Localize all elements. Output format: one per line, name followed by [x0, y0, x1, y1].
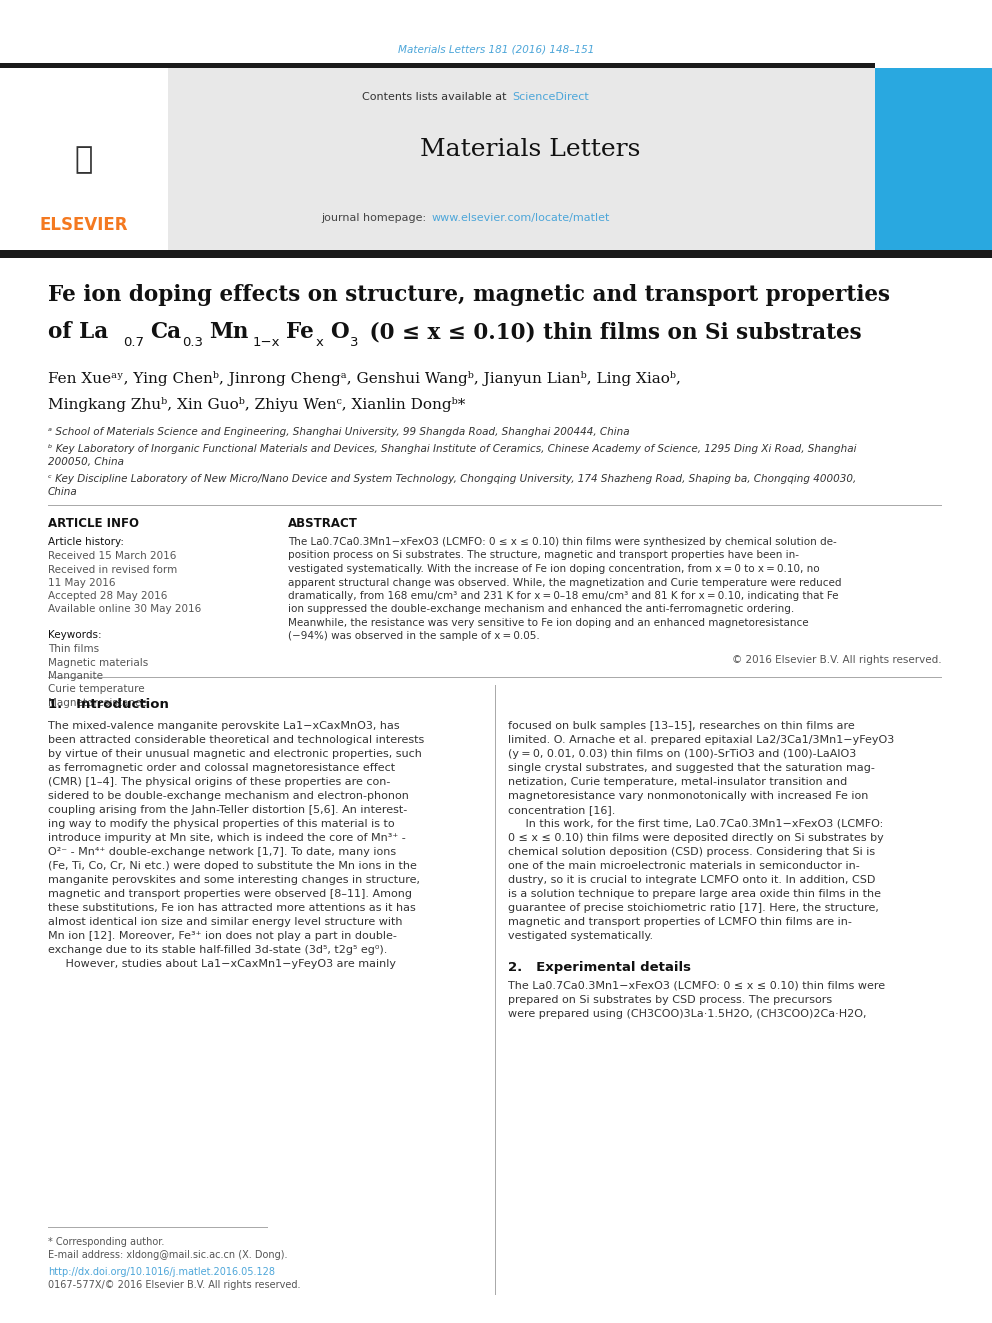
Text: as ferromagnetic order and colossal magnetoresistance effect: as ferromagnetic order and colossal magn… — [48, 763, 395, 773]
Text: 200050, China: 200050, China — [48, 456, 124, 467]
Text: manganite perovskites and some interesting changes in structure,: manganite perovskites and some interesti… — [48, 875, 420, 885]
Text: ion suppressed the double-exchange mechanism and enhanced the anti-ferromagnetic: ion suppressed the double-exchange mecha… — [288, 605, 795, 614]
Text: 0.7: 0.7 — [123, 336, 144, 349]
Text: Curie temperature: Curie temperature — [48, 684, 145, 695]
Text: is a solution technique to prepare large area oxide thin films in the: is a solution technique to prepare large… — [508, 889, 881, 900]
Text: concentration [16].: concentration [16]. — [508, 804, 615, 815]
Text: (Fe, Ti, Co, Cr, Ni etc.) were doped to substitute the Mn ions in the: (Fe, Ti, Co, Cr, Ni etc.) were doped to … — [48, 861, 417, 871]
Text: exchange due to its stable half-filled 3d-state (3d⁵, t2g⁵ eg⁰).: exchange due to its stable half-filled 3… — [48, 945, 387, 955]
Text: ᵇ Key Laboratory of Inorganic Functional Materials and Devices, Shanghai Institu: ᵇ Key Laboratory of Inorganic Functional… — [48, 445, 856, 454]
Text: focused on bulk samples [13–15], researches on thin films are: focused on bulk samples [13–15], researc… — [508, 721, 855, 732]
Text: Received 15 March 2016: Received 15 March 2016 — [48, 550, 177, 561]
Text: Available online 30 May 2016: Available online 30 May 2016 — [48, 605, 201, 614]
Text: magnetic and transport properties were observed [8–11]. Among: magnetic and transport properties were o… — [48, 889, 412, 900]
Text: apparent structural change was observed. While, the magnetization and Curie temp: apparent structural change was observed.… — [288, 578, 841, 587]
Text: Fe: Fe — [286, 321, 313, 343]
Text: sidered to be double-exchange mechanism and electron-phonon: sidered to be double-exchange mechanism … — [48, 791, 409, 800]
Text: dustry, so it is crucial to integrate LCMFO onto it. In addition, CSD: dustry, so it is crucial to integrate LC… — [508, 875, 875, 885]
Bar — [0, 250, 992, 258]
Text: ARTICLE INFO: ARTICLE INFO — [48, 517, 139, 531]
Text: 0167-577X/© 2016 Elsevier B.V. All rights reserved.: 0167-577X/© 2016 Elsevier B.V. All right… — [48, 1279, 301, 1290]
Text: Materials Letters 181 (2016) 148–151: Materials Letters 181 (2016) 148–151 — [398, 45, 594, 56]
Text: one of the main microelectronic materials in semiconductor in-: one of the main microelectronic material… — [508, 861, 860, 871]
Text: www.elsevier.com/locate/matlet: www.elsevier.com/locate/matlet — [432, 213, 610, 224]
Text: Fe ion doping effects on structure, magnetic and transport properties: Fe ion doping effects on structure, magn… — [48, 284, 890, 306]
Text: ScienceDirect: ScienceDirect — [512, 93, 588, 102]
Bar — [0, 62, 875, 67]
Text: * Corresponding author.: * Corresponding author. — [48, 1237, 165, 1248]
Text: coupling arising from the Jahn-Teller distortion [5,6]. An interest-: coupling arising from the Jahn-Teller di… — [48, 804, 408, 815]
Text: Materials Letters: Materials Letters — [420, 139, 640, 161]
Text: prepared on Si substrates by CSD process. The precursors: prepared on Si substrates by CSD process… — [508, 995, 832, 1005]
Text: limited. O. Arnache et al. prepared epitaxial La2/3Ca1/3Mn1−yFeyO3: limited. O. Arnache et al. prepared epit… — [508, 736, 894, 745]
Text: been attracted considerable theoretical and technological interests: been attracted considerable theoretical … — [48, 736, 425, 745]
Text: 0 ≤ x ≤ 0.10) thin films were deposited directly on Si substrates by: 0 ≤ x ≤ 0.10) thin films were deposited … — [508, 833, 884, 843]
Text: these substitutions, Fe ion has attracted more attentions as it has: these substitutions, Fe ion has attracte… — [48, 904, 416, 913]
Text: Fen Xueᵃʸ, Ying Chenᵇ, Jinrong Chengᵃ, Genshui Wangᵇ, Jianyun Lianᵇ, Ling Xiaoᵇ,: Fen Xueᵃʸ, Ying Chenᵇ, Jinrong Chengᵃ, G… — [48, 370, 681, 385]
Text: © 2016 Elsevier B.V. All rights reserved.: © 2016 Elsevier B.V. All rights reserved… — [732, 655, 942, 665]
Text: 3: 3 — [350, 336, 358, 349]
Text: ing way to modify the physical properties of this material is to: ing way to modify the physical propertie… — [48, 819, 395, 830]
Text: Mn ion [12]. Moreover, Fe³⁺ ion does not play a part in double-: Mn ion [12]. Moreover, Fe³⁺ ion does not… — [48, 931, 397, 941]
Text: Mn: Mn — [209, 321, 248, 343]
Text: Keywords:: Keywords: — [48, 630, 101, 640]
Text: 0.3: 0.3 — [182, 336, 203, 349]
Text: 🌳: 🌳 — [74, 146, 93, 175]
Text: 1−x: 1−x — [253, 336, 281, 349]
Text: Contents lists available at: Contents lists available at — [362, 93, 510, 102]
Text: However, studies about La1−xCaxMn1−yFeyO3 are mainly: However, studies about La1−xCaxMn1−yFeyO… — [48, 959, 396, 968]
Text: netization, Curie temperature, metal-insulator transition and: netization, Curie temperature, metal-ins… — [508, 777, 847, 787]
Text: magnetic and transport properties of LCMFO thin films are in-: magnetic and transport properties of LCM… — [508, 917, 852, 927]
Text: x: x — [316, 336, 323, 349]
Text: ᵃ School of Materials Science and Engineering, Shanghai University, 99 Shangda R: ᵃ School of Materials Science and Engine… — [48, 427, 630, 437]
Text: ABSTRACT: ABSTRACT — [288, 517, 358, 531]
Text: China: China — [48, 487, 77, 497]
Text: (y = 0, 0.01, 0.03) thin films on (100)-SrTiO3 and (100)-LaAlO3: (y = 0, 0.01, 0.03) thin films on (100)-… — [508, 749, 856, 759]
Text: The La0.7Ca0.3Mn1−xFexO3 (LCMFO: 0 ≤ x ≤ 0.10) thin films were synthesized by ch: The La0.7Ca0.3Mn1−xFexO3 (LCMFO: 0 ≤ x ≤… — [288, 537, 836, 546]
Text: The La0.7Ca0.3Mn1−xFexO3 (LCMFO: 0 ≤ x ≤ 0.10) thin films were: The La0.7Ca0.3Mn1−xFexO3 (LCMFO: 0 ≤ x ≤… — [508, 980, 885, 991]
Text: (−94%) was observed in the sample of x = 0.05.: (−94%) was observed in the sample of x =… — [288, 631, 540, 642]
Text: 11 May 2016: 11 May 2016 — [48, 578, 115, 587]
Text: (0 ≤ x ≤ 0.10) thin films on Si substrates: (0 ≤ x ≤ 0.10) thin films on Si substrat… — [362, 321, 862, 343]
Text: Ca: Ca — [150, 321, 182, 343]
Text: vestigated systematically.: vestigated systematically. — [508, 931, 653, 941]
Text: 2.   Experimental details: 2. Experimental details — [508, 962, 691, 975]
Text: Article history:: Article history: — [48, 537, 124, 546]
Bar — [875, 67, 992, 250]
Bar — [168, 67, 875, 250]
Text: Thin films: Thin films — [48, 644, 99, 654]
Text: Meanwhile, the resistance was very sensitive to Fe ion doping and an enhanced ma: Meanwhile, the resistance was very sensi… — [288, 618, 808, 628]
Text: E-mail address: xldong@mail.sic.ac.cn (X. Dong).: E-mail address: xldong@mail.sic.ac.cn (X… — [48, 1250, 288, 1259]
Text: http://dx.doi.org/10.1016/j.matlet.2016.05.128: http://dx.doi.org/10.1016/j.matlet.2016.… — [48, 1267, 275, 1277]
Text: ELSEVIER: ELSEVIER — [40, 216, 128, 234]
Text: 1.   Introduction: 1. Introduction — [48, 699, 169, 712]
Text: introduce impurity at Mn site, which is indeed the core of Mn³⁺ -: introduce impurity at Mn site, which is … — [48, 833, 406, 843]
Text: single crystal substrates, and suggested that the saturation mag-: single crystal substrates, and suggested… — [508, 763, 875, 773]
Text: position process on Si substrates. The structure, magnetic and transport propert: position process on Si substrates. The s… — [288, 550, 799, 561]
Text: Mingkang Zhuᵇ, Xin Guoᵇ, Zhiyu Wenᶜ, Xianlin Dongᵇ*: Mingkang Zhuᵇ, Xin Guoᵇ, Zhiyu Wenᶜ, Xia… — [48, 397, 465, 413]
Text: magnetoresistance vary nonmonotonically with increased Fe ion: magnetoresistance vary nonmonotonically … — [508, 791, 868, 800]
Text: by virtue of their unusual magnetic and electronic properties, such: by virtue of their unusual magnetic and … — [48, 749, 422, 759]
Text: O²⁻ - Mn⁴⁺ double-exchange network [1,7]. To date, many ions: O²⁻ - Mn⁴⁺ double-exchange network [1,7]… — [48, 847, 396, 857]
Text: Magnetoresistance: Magnetoresistance — [48, 699, 147, 708]
Text: Manganite: Manganite — [48, 671, 103, 681]
Text: Magnetic materials: Magnetic materials — [48, 658, 148, 668]
Text: ᶜ Key Discipline Laboratory of New Micro/Nano Device and System Technology, Chon: ᶜ Key Discipline Laboratory of New Micro… — [48, 474, 856, 484]
Text: guarantee of precise stoichiometric ratio [17]. Here, the structure,: guarantee of precise stoichiometric rati… — [508, 904, 879, 913]
Text: chemical solution deposition (CSD) process. Considering that Si is: chemical solution deposition (CSD) proce… — [508, 847, 875, 857]
Text: Accepted 28 May 2016: Accepted 28 May 2016 — [48, 591, 168, 601]
Text: journal homepage:: journal homepage: — [321, 213, 430, 224]
Text: were prepared using (CH3COO)3La·1.5H2O, (CH3COO)2Ca·H2O,: were prepared using (CH3COO)3La·1.5H2O, … — [508, 1009, 866, 1019]
Text: Received in revised form: Received in revised form — [48, 565, 178, 576]
Text: of La: of La — [48, 321, 108, 343]
Text: almost identical ion size and similar energy level structure with: almost identical ion size and similar en… — [48, 917, 403, 927]
Text: dramatically, from 168 emu/cm³ and 231 K for x = 0–18 emu/cm³ and 81 K for x = 0: dramatically, from 168 emu/cm³ and 231 K… — [288, 591, 838, 601]
Text: (CMR) [1–4]. The physical origins of these properties are con-: (CMR) [1–4]. The physical origins of the… — [48, 777, 391, 787]
Text: vestigated systematically. With the increase of Fe ion doping concentration, fro: vestigated systematically. With the incr… — [288, 564, 819, 574]
Text: The mixed-valence manganite perovskite La1−xCaxMnO3, has: The mixed-valence manganite perovskite L… — [48, 721, 400, 732]
Text: In this work, for the first time, La0.7Ca0.3Mn1−xFexO3 (LCMFO:: In this work, for the first time, La0.7C… — [508, 819, 883, 830]
Text: O: O — [330, 321, 348, 343]
